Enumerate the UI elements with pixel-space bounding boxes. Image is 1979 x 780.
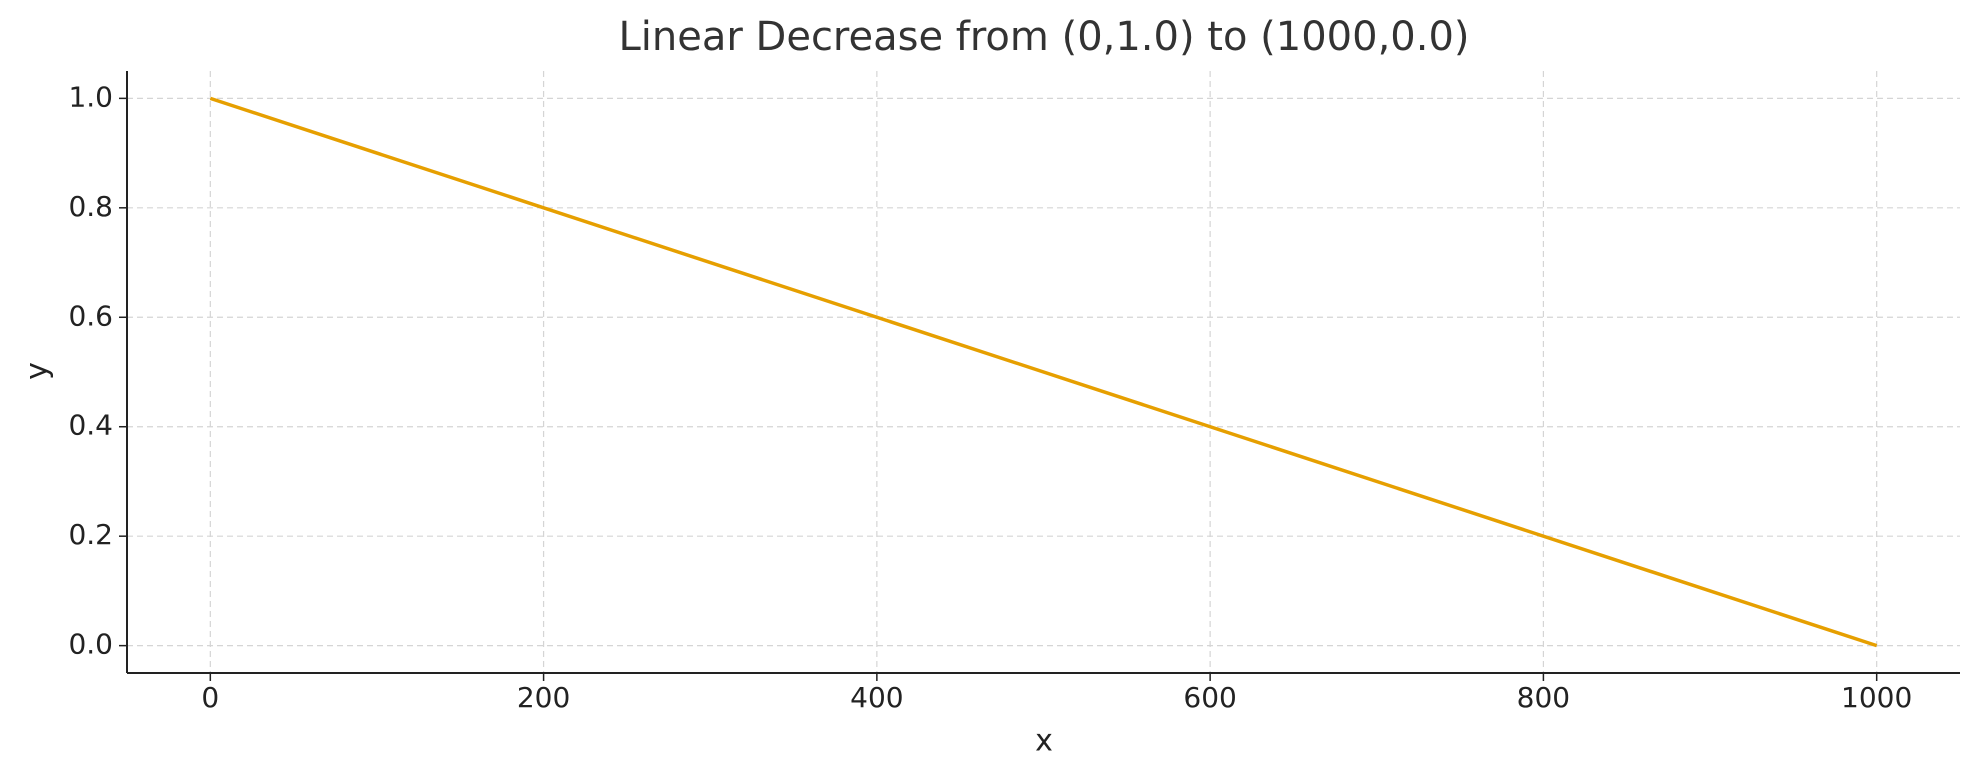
x-tick-label: 0 [201, 681, 219, 714]
y-tick-label: 0.8 [68, 190, 113, 223]
y-axis-label: y [20, 362, 55, 380]
x-tick-label: 600 [1183, 681, 1236, 714]
x-tick-label: 200 [517, 681, 570, 714]
x-axis-label: x [1035, 724, 1053, 759]
data-line [209, 96, 1878, 648]
x-tick-label: 1000 [1841, 681, 1912, 714]
y-tick-label: 0.0 [68, 628, 113, 661]
y-tick-label: 0.6 [68, 299, 113, 332]
y-tick-label: 0.2 [68, 518, 113, 551]
y-tick-label: 0.4 [68, 409, 113, 442]
x-tick-label: 400 [850, 681, 903, 714]
y-tick-label: 1.0 [68, 80, 113, 113]
x-tick-label: 800 [1517, 681, 1570, 714]
chart-title: Linear Decrease from (0,1.0) to (1000,0.… [619, 14, 1470, 60]
